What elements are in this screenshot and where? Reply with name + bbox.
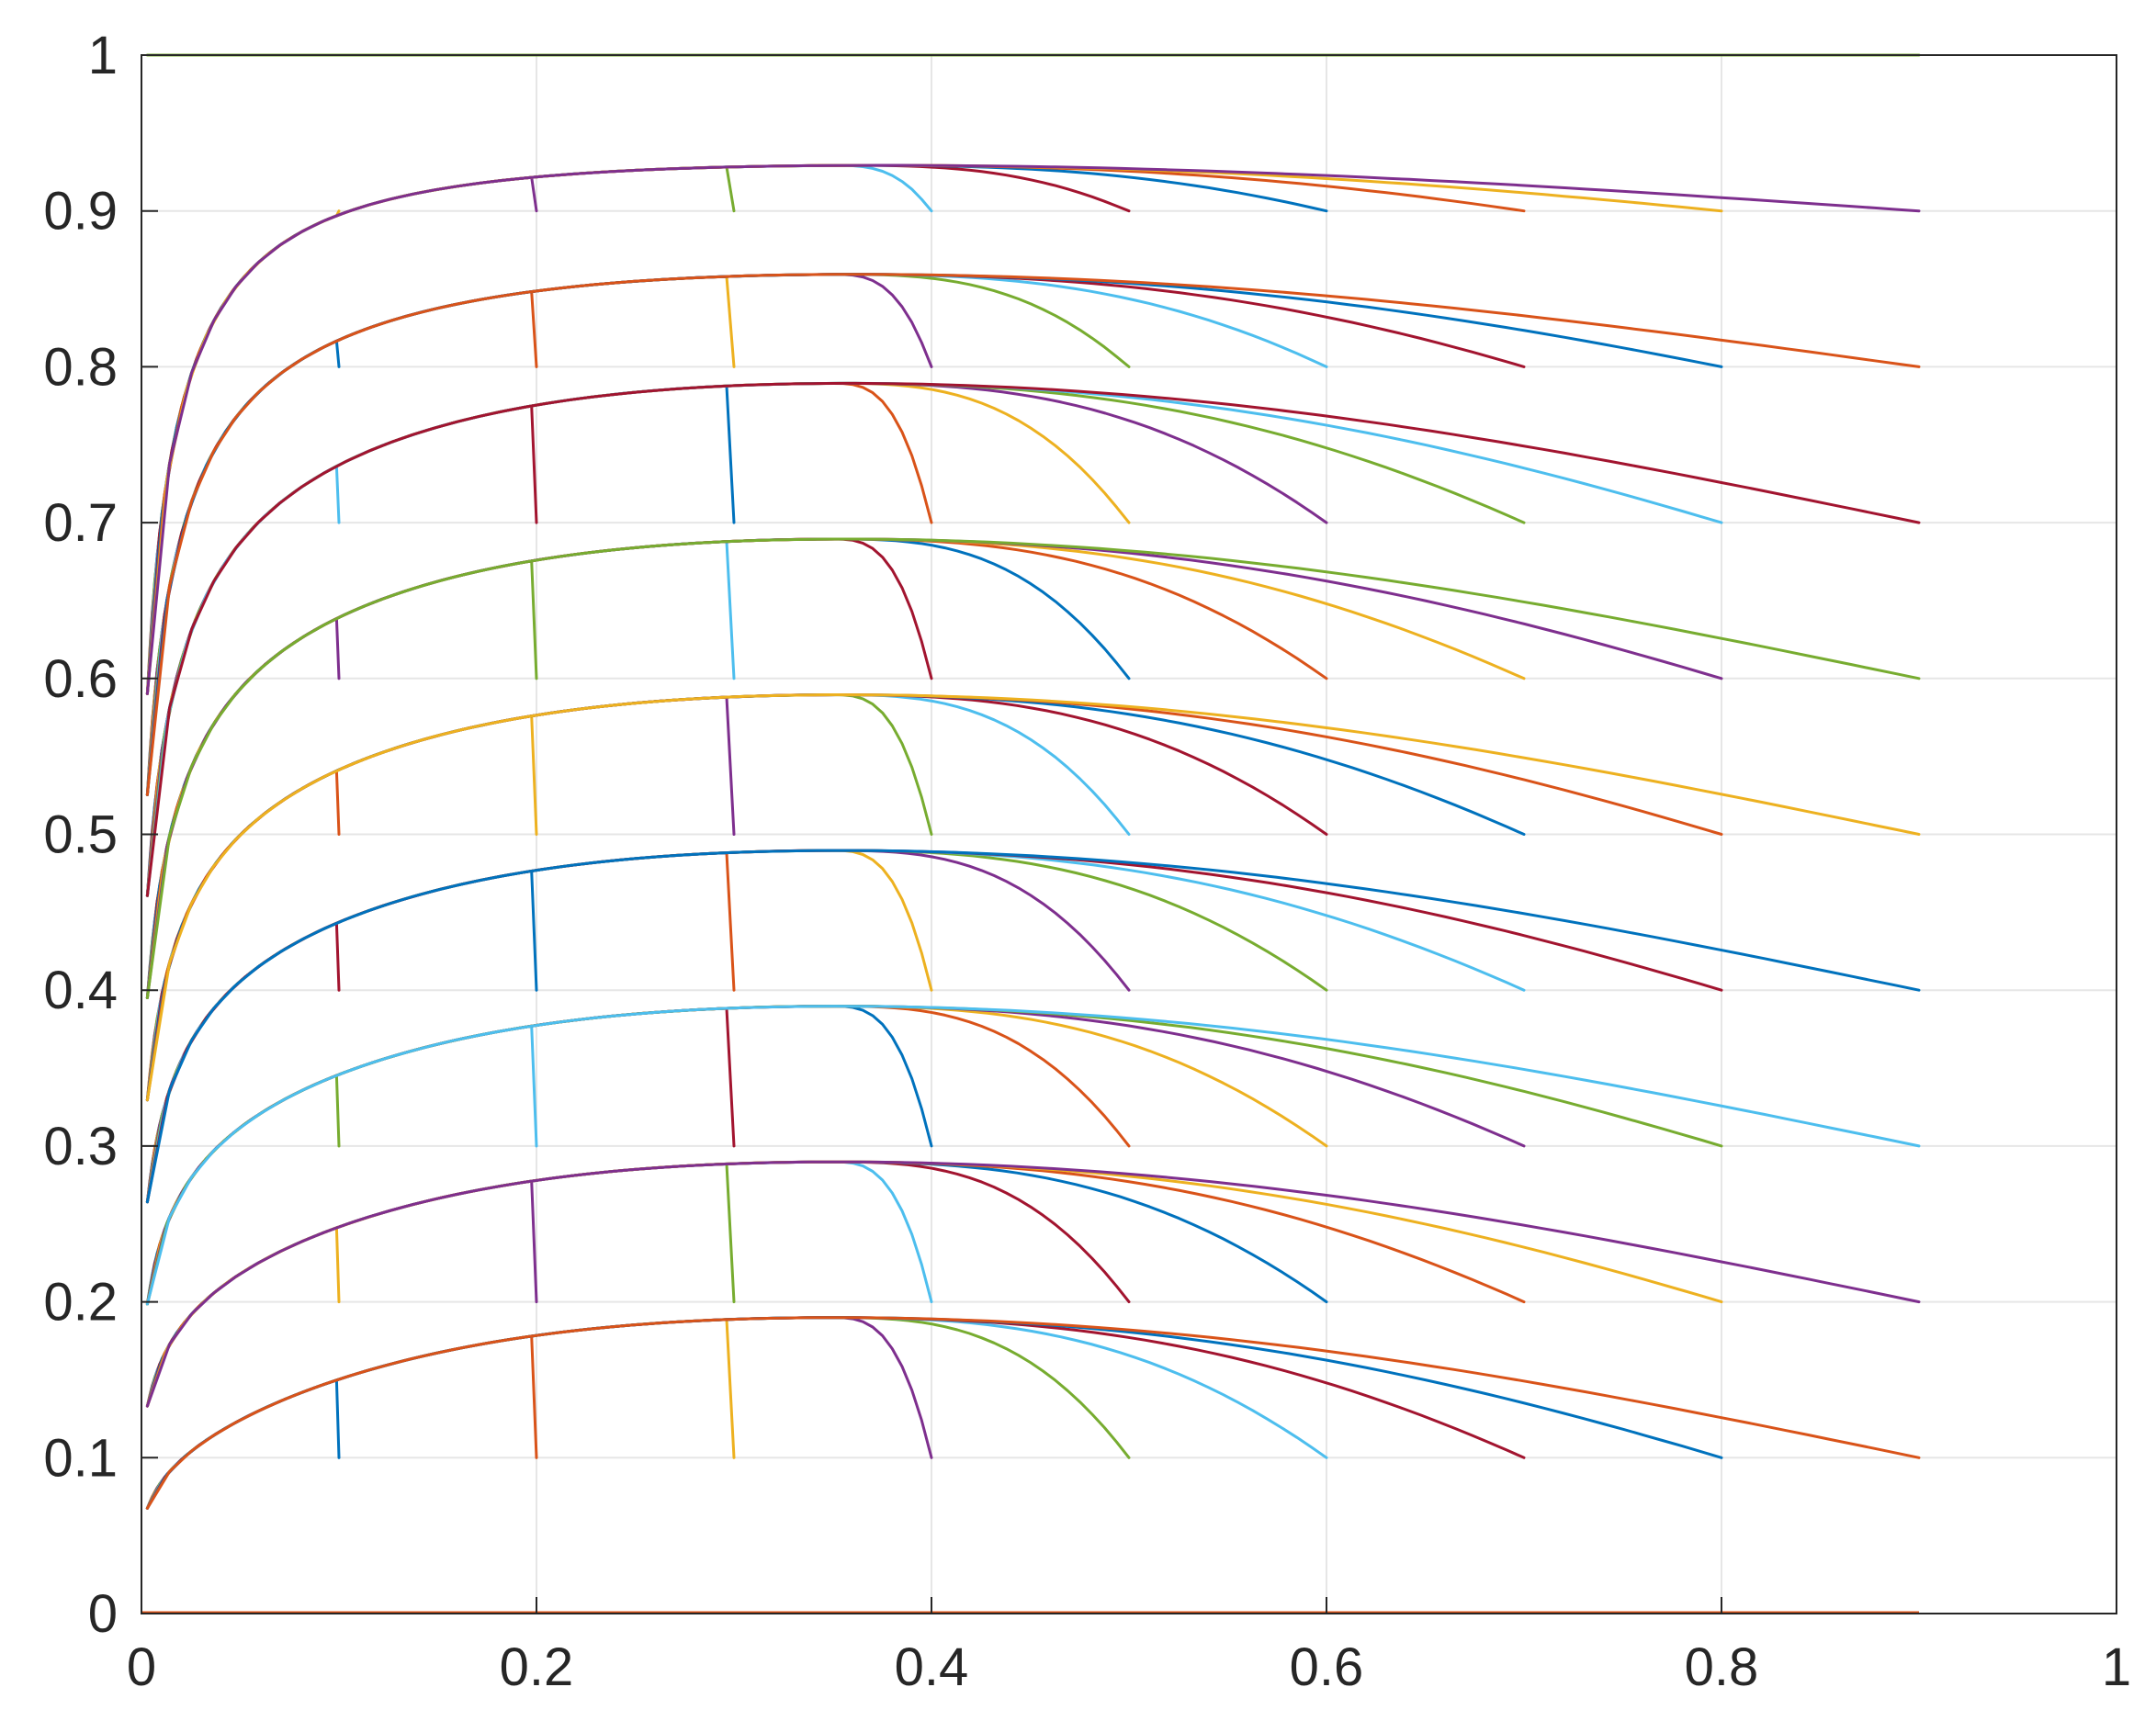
series-line bbox=[145, 1316, 1921, 1510]
series-line bbox=[145, 849, 1921, 1204]
series-line bbox=[145, 1005, 1921, 1306]
x-tick-label: 1 bbox=[2102, 1637, 2131, 1697]
y-tick-label: 0.1 bbox=[43, 1428, 118, 1488]
x-axis-ticks: 0 0.2 0.4 0.6 0.8 1 bbox=[127, 1597, 2131, 1697]
series-line bbox=[145, 381, 1921, 897]
y-tick-label: 0.7 bbox=[43, 493, 118, 553]
series-line bbox=[145, 693, 1921, 1102]
x-tick-label: 0.4 bbox=[895, 1637, 969, 1697]
series-line bbox=[145, 537, 1921, 999]
y-tick-label: 0.6 bbox=[43, 649, 118, 709]
y-tick-label: 0.9 bbox=[43, 182, 118, 242]
y-tick-label: 0.2 bbox=[43, 1273, 118, 1333]
series-line bbox=[145, 1160, 1921, 1408]
series-lines bbox=[141, 53, 1921, 1614]
y-tick-label: 0.8 bbox=[43, 337, 118, 397]
series-line bbox=[145, 163, 1921, 695]
x-tick-label: 0.6 bbox=[1290, 1637, 1364, 1697]
y-axis-ticks: 0 0.1 0.2 0.3 0.4 0.5 0.6 0.7 0.8 0.9 1 bbox=[43, 26, 158, 1644]
y-tick-label: 0 bbox=[88, 1584, 118, 1644]
series-line bbox=[145, 273, 1921, 796]
x-tick-label: 0.2 bbox=[500, 1637, 574, 1697]
x-tick-label: 0 bbox=[127, 1637, 156, 1697]
y-tick-label: 1 bbox=[88, 26, 118, 85]
y-tick-label: 0.4 bbox=[43, 961, 118, 1020]
y-tick-label: 0.3 bbox=[43, 1117, 118, 1176]
x-tick-label: 0.8 bbox=[1685, 1637, 1759, 1697]
y-tick-label: 0.5 bbox=[43, 805, 118, 865]
